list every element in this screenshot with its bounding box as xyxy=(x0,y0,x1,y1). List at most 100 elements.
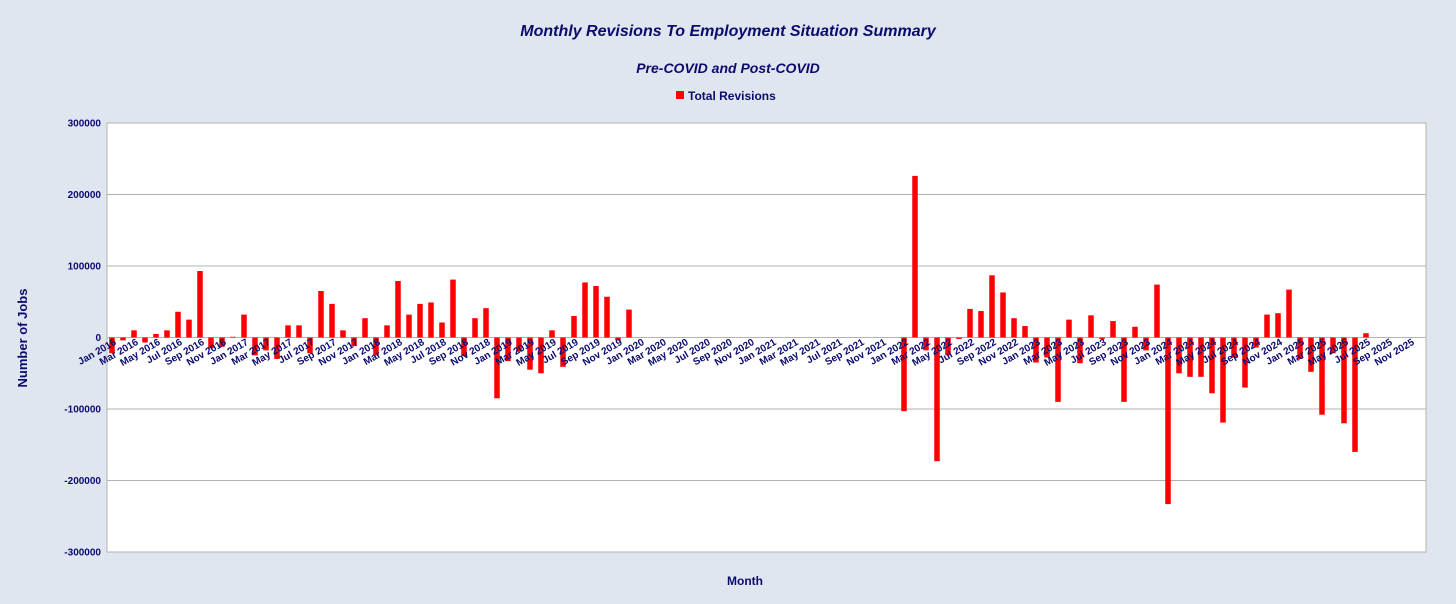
bar xyxy=(1077,337,1083,364)
bar xyxy=(142,337,148,343)
bar xyxy=(1363,333,1369,338)
bar xyxy=(934,337,940,462)
bar xyxy=(945,337,951,356)
bar xyxy=(1286,289,1292,338)
bar xyxy=(186,319,192,338)
bar xyxy=(252,337,258,356)
bar xyxy=(263,337,269,351)
bar xyxy=(912,175,918,338)
bar xyxy=(923,337,929,351)
bar xyxy=(1275,313,1281,338)
bar xyxy=(1330,337,1336,354)
bar xyxy=(340,330,346,338)
y-tick-label: 300000 xyxy=(68,119,102,130)
bar xyxy=(395,281,401,338)
bar xyxy=(1154,284,1160,338)
bar xyxy=(1132,326,1138,338)
bar xyxy=(120,337,126,341)
bar xyxy=(1253,337,1259,348)
legend: Total Revisions xyxy=(676,89,776,103)
bar xyxy=(285,325,291,338)
bar xyxy=(1044,337,1050,358)
bar xyxy=(1308,337,1314,372)
bar xyxy=(1198,337,1204,377)
bar xyxy=(373,337,379,356)
bar xyxy=(1088,315,1094,338)
bar xyxy=(230,336,236,338)
bar xyxy=(615,337,621,341)
bars xyxy=(109,175,1369,505)
bar xyxy=(483,308,489,338)
x-axis-title: Month xyxy=(727,574,763,588)
bar xyxy=(538,337,544,374)
bar xyxy=(1209,337,1215,394)
bar xyxy=(208,337,214,349)
bar xyxy=(1110,321,1116,338)
y-axis-title: Number of Jobs xyxy=(15,289,30,388)
bar xyxy=(351,337,357,347)
bar xyxy=(1187,337,1193,377)
legend-label: Total Revisions xyxy=(688,89,776,103)
y-tick-labels: 300000 200000 100000 0 -100000 -200000 -300000 xyxy=(64,119,101,559)
bar xyxy=(472,318,478,338)
y-tick-label: 100000 xyxy=(68,262,102,273)
bar xyxy=(428,302,434,338)
bar xyxy=(1352,337,1358,452)
bar xyxy=(1055,337,1061,402)
bar xyxy=(593,286,599,338)
y-tick-label: -300000 xyxy=(64,548,101,559)
bar xyxy=(582,282,588,338)
bar xyxy=(450,279,456,338)
bar xyxy=(1220,337,1226,423)
bar xyxy=(901,337,907,412)
bar xyxy=(1165,337,1171,505)
bar xyxy=(329,303,335,338)
bar xyxy=(560,337,566,367)
bar xyxy=(175,311,181,338)
bar xyxy=(1341,337,1347,424)
bar xyxy=(626,309,632,338)
bar xyxy=(505,337,511,362)
y-tick-label: 200000 xyxy=(68,190,102,201)
bar xyxy=(406,314,412,338)
bar xyxy=(153,333,159,338)
bar xyxy=(164,330,170,338)
bar xyxy=(1011,318,1017,338)
bar xyxy=(978,311,984,338)
bar xyxy=(549,330,555,338)
bar xyxy=(1297,337,1303,359)
bar xyxy=(384,325,390,338)
bar xyxy=(362,318,368,338)
bar xyxy=(604,296,610,338)
bar xyxy=(1231,337,1237,358)
bar xyxy=(1033,337,1039,363)
gridlines xyxy=(107,122,1426,553)
bar xyxy=(1121,337,1127,402)
bar xyxy=(516,337,522,352)
legend-swatch xyxy=(676,91,684,99)
bar xyxy=(1022,326,1028,338)
chart-title: Monthly Revisions To Employment Situatio… xyxy=(520,23,937,40)
bar xyxy=(527,337,533,370)
bar xyxy=(461,337,467,357)
bar xyxy=(956,337,962,339)
bar xyxy=(494,337,500,399)
y-tick-label: 0 xyxy=(95,333,101,344)
bar xyxy=(307,337,313,354)
bar xyxy=(1242,337,1248,388)
bar xyxy=(1143,337,1149,351)
bar xyxy=(131,330,137,338)
bar xyxy=(109,337,115,354)
bar xyxy=(219,337,225,347)
bar xyxy=(296,325,302,338)
bar xyxy=(241,314,247,338)
bar xyxy=(318,291,324,338)
bar xyxy=(989,275,995,338)
bar xyxy=(1099,337,1105,339)
y-tick-label: -100000 xyxy=(64,405,101,416)
bar xyxy=(1264,314,1270,338)
y-tick-label: -200000 xyxy=(64,476,101,487)
bar xyxy=(197,271,203,338)
bar xyxy=(571,316,577,338)
